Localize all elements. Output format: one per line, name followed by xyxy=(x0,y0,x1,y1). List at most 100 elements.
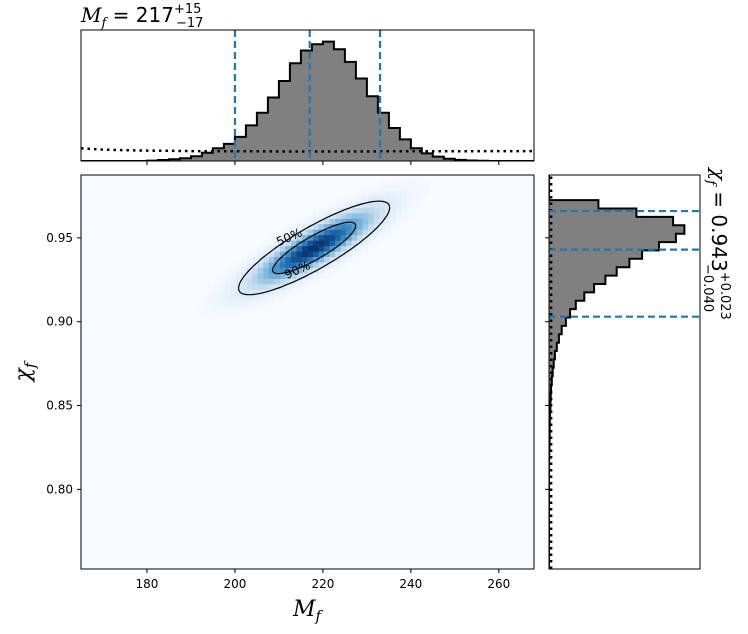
density-cell xyxy=(213,278,220,285)
density-cell xyxy=(208,306,214,313)
density-cell xyxy=(335,196,342,203)
density-cell xyxy=(268,240,275,247)
density-cell xyxy=(230,278,237,285)
density-cell xyxy=(235,273,242,280)
density-cell xyxy=(235,268,242,274)
density-cell xyxy=(373,191,380,198)
density-cell xyxy=(257,295,264,302)
top-panel-frame xyxy=(80,29,535,162)
density-cell xyxy=(208,300,214,307)
density-cell xyxy=(351,218,358,225)
density-cell xyxy=(329,229,336,236)
density-cell xyxy=(202,300,209,307)
density-cell xyxy=(329,207,336,214)
density-cell xyxy=(313,229,319,236)
density-cell xyxy=(346,191,353,198)
density-cell xyxy=(296,273,303,280)
density-cell xyxy=(340,235,347,242)
right-panel-frame xyxy=(548,174,701,570)
density-cell xyxy=(384,202,391,209)
density-cell xyxy=(224,284,231,291)
density-cell xyxy=(357,218,364,225)
density-cell xyxy=(351,251,358,258)
density-cell xyxy=(379,207,386,214)
density-cell xyxy=(362,246,369,253)
density-cell xyxy=(412,180,419,187)
density-cell xyxy=(368,240,375,247)
density-cell xyxy=(412,185,419,192)
density-cell xyxy=(324,218,330,225)
right-title-eq: = xyxy=(707,185,731,214)
density-cell xyxy=(318,262,325,269)
density-cell xyxy=(329,240,336,247)
density-cell xyxy=(257,278,264,285)
density-cell xyxy=(263,257,270,263)
density-cell xyxy=(346,251,353,258)
density-cell xyxy=(329,246,336,253)
density-cell xyxy=(263,300,270,307)
density-cell xyxy=(390,202,397,209)
density-cell xyxy=(324,262,330,269)
density-cell xyxy=(329,235,336,242)
density-cell xyxy=(401,191,408,198)
density-cell xyxy=(290,284,297,291)
density-cell xyxy=(257,284,264,291)
density-cell xyxy=(351,235,358,242)
density-cell xyxy=(401,218,408,225)
density-cell xyxy=(224,311,231,318)
density-cell xyxy=(224,289,231,296)
y-axis-label: χf xyxy=(11,360,39,383)
density-cell xyxy=(313,278,319,285)
density-cell xyxy=(346,207,353,214)
density-cell xyxy=(290,268,297,274)
density-cell xyxy=(307,240,314,247)
density-cell xyxy=(285,240,292,247)
density-cell xyxy=(290,240,297,247)
density-cell xyxy=(412,196,419,203)
density-cell xyxy=(263,268,270,274)
density-cell xyxy=(395,180,402,187)
density-cell xyxy=(384,224,391,231)
density-cell xyxy=(213,284,220,291)
density-cell xyxy=(329,218,336,225)
density-cell xyxy=(379,180,386,187)
density-cell xyxy=(285,229,292,236)
density-cell xyxy=(318,240,325,247)
density-cell xyxy=(257,300,264,307)
density-cell xyxy=(324,224,330,231)
density-cell xyxy=(373,213,380,220)
density-cell xyxy=(290,235,297,242)
density-cell xyxy=(335,218,342,225)
density-cell xyxy=(373,229,380,236)
density-cell xyxy=(296,284,303,291)
density-cell xyxy=(406,202,413,209)
density-cell xyxy=(412,207,419,214)
density-cell xyxy=(390,180,397,187)
density-cell xyxy=(252,273,259,280)
density-cell xyxy=(296,251,303,258)
density-cell xyxy=(313,224,319,231)
density-cell xyxy=(296,257,303,263)
density-cell xyxy=(285,284,292,291)
density-cell xyxy=(268,246,275,253)
density-cell xyxy=(357,224,364,231)
density-cell xyxy=(268,268,275,274)
x-axis-sub: f xyxy=(314,607,323,625)
y-tick-label: 0.80 xyxy=(46,482,73,496)
density-cell xyxy=(230,268,237,274)
density-cell xyxy=(274,246,281,253)
top-title-symbol: M xyxy=(80,3,102,27)
density-cell xyxy=(224,273,231,280)
x-tick-label: 180 xyxy=(136,577,159,591)
density-cell xyxy=(329,251,336,258)
density-cell xyxy=(357,229,364,236)
density-cell xyxy=(329,202,336,209)
density-cell xyxy=(230,262,237,269)
density-cell xyxy=(268,284,275,291)
density-cell xyxy=(307,229,314,236)
density-cell xyxy=(340,213,347,220)
density-cell xyxy=(417,175,424,181)
mf-histogram-outline xyxy=(81,40,534,161)
density-cell xyxy=(224,300,231,307)
density-cell xyxy=(246,289,253,296)
